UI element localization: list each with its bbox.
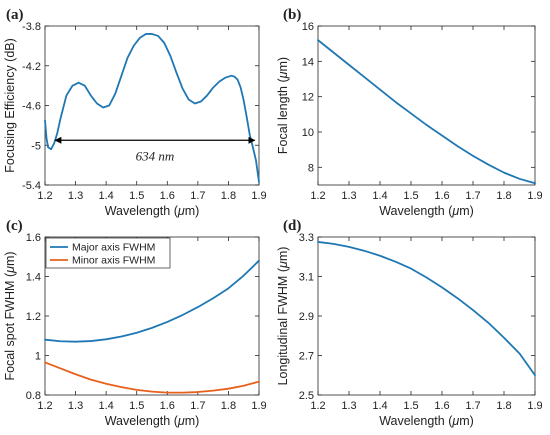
x-tick-label: 1.5 — [403, 400, 418, 412]
panel-label: (d) — [283, 218, 301, 234]
y-tick-label: 0.8 — [26, 390, 41, 402]
y-axis-title: Focal length (μm) — [276, 57, 290, 154]
y-tick-label: 2.7 — [299, 351, 314, 363]
panel-a: 1.2 1.3 1.4 1.5 1.6 1.7 1.8 1.9 -5.4 -5 -4.6 -4.2 -3… — [3, 7, 267, 218]
x-tick-label: 1.3 — [341, 190, 356, 202]
x-tick-label: 1.2 — [310, 190, 325, 202]
x-tick-label: 1.4 — [98, 190, 113, 202]
y-tick-label: 2.5 — [299, 390, 314, 402]
x-axis-title: Wavelength (μm) — [105, 204, 200, 218]
x-tick-label: 1.5 — [403, 190, 418, 202]
x-tick-label: 1.2 — [37, 190, 52, 202]
y-tick-label: 1.4 — [26, 272, 41, 284]
x-tick-label: 1.6 — [434, 190, 449, 202]
plot-frame — [317, 25, 536, 186]
x-tick-label: 1.7 — [465, 190, 480, 202]
y-tick-label: 8 — [308, 162, 314, 174]
x-tick-label: 1.5 — [129, 400, 144, 412]
y-tick-label: -5 — [31, 140, 41, 152]
x-tick-label: 1.6 — [160, 190, 175, 202]
panel-label: (a) — [6, 7, 24, 23]
x-tick-label: 1.6 — [160, 400, 175, 412]
panel-d: 1.2 1.3 1.4 1.5 1.6 1.7 1.8 1.9 2.5 2.7 2.9 3.1 3.3 W… — [276, 218, 543, 428]
y-axis-title: Longitudinal FWHM (μm) — [276, 247, 290, 386]
x-tick-label: 1.3 — [68, 190, 83, 202]
y-tick-label: 3.1 — [299, 272, 314, 284]
panel-c: 1.2 1.3 1.4 1.5 1.6 1.7 1.8 1.9 0.8 1 1.2 1.4 1.6 Wav… — [3, 218, 267, 428]
x-tick-label: 1.2 — [310, 400, 325, 412]
x-tick-label: 1.3 — [68, 400, 83, 412]
x-tick-label: 1.5 — [129, 190, 144, 202]
y-tick-label: -4.2 — [22, 61, 41, 73]
series-line-1 — [317, 39, 536, 185]
series-line-1 — [317, 241, 536, 377]
y-tick-label: -3.8 — [22, 21, 41, 33]
x-tick-label: 1.8 — [496, 190, 511, 202]
plot-frame — [317, 236, 536, 396]
x-tick-label: 1.8 — [221, 190, 236, 202]
panel-label: (c) — [6, 218, 23, 234]
x-tick-label: 1.4 — [98, 400, 113, 412]
y-axis-title: Focusing Efficiency (dB) — [3, 38, 17, 173]
legend-entry: Minor axis FWHM — [72, 255, 155, 267]
y-tick-label: 14 — [302, 56, 314, 68]
legend-entry: Major axis FWHM — [72, 242, 155, 254]
x-tick-label: 1.4 — [372, 190, 387, 202]
legend-box — [45, 237, 171, 269]
y-tick-label: 16 — [302, 21, 314, 33]
y-tick-label: -4.6 — [22, 101, 41, 113]
x-tick-label: 1.2 — [37, 400, 52, 412]
x-tick-label: 1.7 — [190, 190, 205, 202]
y-tick-label: 2.9 — [299, 311, 314, 323]
panel-b: 1.2 1.3 1.4 1.5 1.6 1.7 1.8 1.9 8 10 12 14 16 Wavelen… — [276, 7, 543, 218]
span-annotation: 634 nm — [136, 148, 175, 163]
y-tick-label: -5.4 — [22, 180, 41, 192]
x-tick-label: 1.9 — [527, 190, 542, 202]
x-tick-label: 1.7 — [465, 400, 480, 412]
x-tick-label: 1.8 — [496, 400, 511, 412]
y-axis-title: Focal spot FWHM (μm) — [3, 251, 17, 380]
series-line-1 — [44, 259, 260, 343]
series-line-1 — [44, 33, 260, 183]
x-tick-label: 1.3 — [341, 400, 356, 412]
y-tick-label: 3.3 — [299, 232, 314, 244]
x-tick-label: 1.9 — [251, 400, 266, 412]
x-tick-label: 1.6 — [434, 400, 449, 412]
y-tick-label: 1 — [35, 351, 41, 363]
x-tick-label: 1.4 — [372, 400, 387, 412]
y-tick-label: 12 — [302, 92, 314, 104]
x-tick-label: 1.9 — [527, 400, 542, 412]
x-axis-title: Wavelength (μm) — [105, 414, 200, 428]
x-axis-title: Wavelength (μm) — [379, 414, 474, 428]
panel-label: (b) — [283, 7, 301, 23]
x-axis-title: Wavelength (μm) — [379, 204, 474, 218]
x-tick-label: 1.7 — [190, 400, 205, 412]
series-line-2 — [44, 361, 260, 394]
x-tick-label: 1.8 — [221, 400, 236, 412]
y-tick-label: 1.2 — [26, 311, 41, 323]
y-tick-label: 10 — [302, 127, 314, 139]
y-tick-label: 1.6 — [26, 232, 41, 244]
x-tick-label: 1.9 — [251, 190, 266, 202]
